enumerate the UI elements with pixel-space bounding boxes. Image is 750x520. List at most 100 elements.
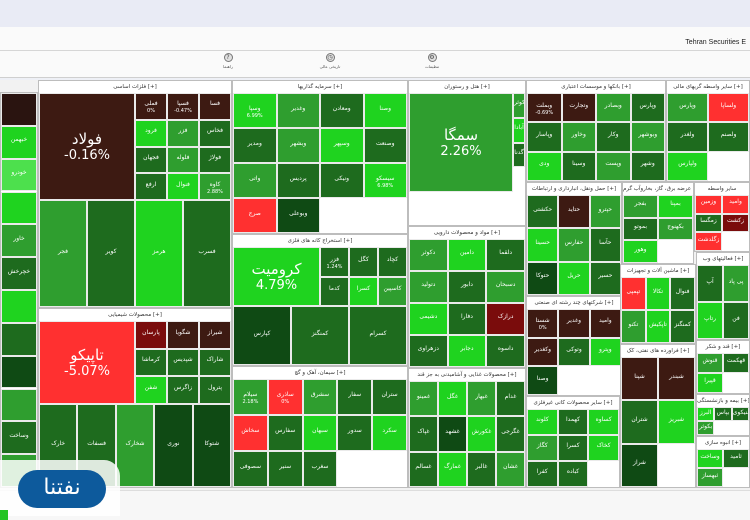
sector-title[interactable]: مواد و محصولات دارویی [+]: [409, 227, 525, 239]
stock-tile[interactable]: دابور: [447, 271, 487, 303]
stock-tile[interactable]: وکغدیر: [527, 337, 559, 367]
stock-tile[interactable]: بکوثر: [697, 421, 715, 435]
sector-title[interactable]: محصولات غذایی و آشامیدنی به جز قند [+]: [409, 369, 525, 381]
stock-tile[interactable]: خبهمن: [1, 125, 37, 159]
stock-tile[interactable]: ولپارس: [667, 151, 708, 181]
sector-title[interactable]: حمل ونقل، انبارداری و ارتباطات [+]: [527, 183, 621, 195]
stock-tile[interactable]: بنیکوی: [731, 407, 749, 421]
stock-tile[interactable]: غدام: [496, 381, 525, 417]
stock-tile[interactable]: غسالم: [409, 451, 438, 487]
stock-tile[interactable]: حآسا: [589, 228, 621, 262]
stock-tile[interactable]: غبهار: [467, 381, 496, 417]
sector-title[interactable]: فعالیتهای وب [+]: [697, 253, 749, 265]
stock-tile[interactable]: وخاور: [561, 122, 596, 152]
stock-tile[interactable]: رتاپ: [697, 302, 723, 339]
sector-title[interactable]: سایر واسطه گریهای مالی [+]: [667, 81, 749, 93]
stock-tile[interactable]: غگل: [438, 381, 467, 417]
stock-tile[interactable]: وپارس: [667, 93, 708, 123]
stock-tile[interactable]: وپست: [596, 151, 631, 181]
stock-tile[interactable]: کاسپین: [378, 276, 407, 306]
stock-tile[interactable]: حسیر: [589, 261, 621, 295]
stock-tile[interactable]: وبصادر: [596, 93, 631, 123]
stock-tile[interactable]: ولصنم: [708, 122, 749, 152]
stock-tile[interactable]: داسوه: [486, 335, 525, 367]
stock-tile[interactable]: سیسکو 6.98%: [363, 163, 407, 198]
stock-tile[interactable]: وبوشهر: [630, 122, 665, 152]
stock-tile[interactable]: ولساپا: [708, 93, 749, 123]
stock-tile[interactable]: ساذری 0%: [267, 379, 303, 415]
stock-tile[interactable]: وسینا: [561, 151, 596, 181]
stock-tile[interactable]: قنوش: [697, 353, 723, 373]
stock-tile[interactable]: دشیمی: [409, 303, 448, 335]
stock-tile[interactable]: حکشتی: [527, 195, 559, 229]
sector-title[interactable]: سرمایه گذاریها [+]: [233, 81, 407, 93]
stock-tile[interactable]: قهکمت: [723, 353, 749, 373]
stock-tile[interactable]: خاور: [1, 224, 37, 258]
stock-tile[interactable]: بپاس: [714, 407, 732, 421]
stock-tile[interactable]: حتاید: [558, 195, 590, 229]
stock-tile[interactable]: سفارس: [267, 415, 303, 451]
stock-tile[interactable]: نوری: [154, 404, 193, 487]
sector-box[interactable]: بانکها و موسسات اعتباری [+] وبملت -0.69% وت…: [526, 80, 666, 182]
stock-tile[interactable]: حتوکا: [527, 261, 559, 295]
stock-tile[interactable]: کسرا: [349, 276, 378, 306]
stock-tile[interactable]: وصنا: [363, 93, 407, 128]
stock-tile[interactable]: سنیر: [267, 451, 303, 487]
stock-tile[interactable]: شخارک: [115, 404, 155, 487]
stock-tile[interactable]: [1, 322, 37, 356]
stock-tile[interactable]: دسبحان: [486, 271, 525, 303]
stock-tile[interactable]: غپاک: [409, 416, 438, 452]
stock-tile[interactable]: شبندر: [658, 357, 695, 401]
stock-tile[interactable]: تکنو: [621, 310, 646, 343]
stock-tile[interactable]: شبریز: [658, 400, 695, 444]
stock-tile[interactable]: خودرو: [1, 158, 37, 192]
stock-tile[interactable]: وبوعلی: [276, 198, 320, 233]
stock-tile[interactable]: دکوثر: [409, 239, 448, 271]
stock-tile[interactable]: کلوند: [527, 409, 558, 435]
stock-tile[interactable]: کمنگنز: [291, 306, 349, 365]
sector-box[interactable]: قند و شکر [+] قنوش قهکمت قپیرا: [696, 340, 750, 394]
stock-tile[interactable]: ثامید: [723, 449, 749, 468]
stock-tile[interactable]: فن: [723, 302, 749, 339]
sector-box[interactable]: خبهمن خودرو خاور خچرخش وساخت: [0, 92, 38, 488]
stock-tile[interactable]: واتی: [233, 163, 277, 198]
stock-tile[interactable]: وصنعت: [363, 128, 407, 163]
stock-tile[interactable]: شیراز: [199, 321, 231, 349]
sector-title[interactable]: سایر واسطه: [695, 183, 749, 195]
stock-tile[interactable]: زاگرس: [167, 376, 199, 404]
stock-tile[interactable]: وغدیر: [558, 309, 590, 338]
stock-tile[interactable]: بموتو: [623, 217, 658, 241]
history-button[interactable]: ◷ تاریخی عالی: [316, 53, 344, 75]
help-button[interactable]: ? راهنما: [214, 53, 242, 75]
sector-title[interactable]: سیمان، آهک و گچ [+]: [233, 367, 407, 379]
stock-tile[interactable]: کویر: [87, 200, 135, 307]
stock-tile[interactable]: شاراک: [199, 348, 231, 377]
stock-tile[interactable]: ومدیر: [233, 128, 277, 163]
sector-box[interactable]: استخراج کانه های فلزی [+] کرومیت 4.79% فزر 1…: [232, 234, 408, 366]
stock-tile[interactable]: سکرد: [372, 415, 407, 451]
stock-tile[interactable]: فجر: [39, 200, 87, 307]
stock-tile[interactable]: غشان: [496, 451, 525, 487]
stock-tile[interactable]: تاپیکو -5.07%: [39, 321, 135, 404]
stock-tile[interactable]: فنوال: [670, 277, 695, 310]
stock-tile[interactable]: تاپکیش: [645, 310, 671, 343]
stock-tile[interactable]: شتران: [621, 400, 658, 444]
stock-tile[interactable]: کرومیت 4.79%: [233, 247, 320, 306]
sector-box[interactable]: سایر واسطه گریهای مالی [+] وپارس ولساپا ولغ…: [666, 80, 750, 182]
stock-tile[interactable]: فسا: [199, 93, 231, 120]
stock-tile[interactable]: سیلام 2.18%: [233, 379, 268, 415]
stock-tile[interactable]: وپترو: [589, 337, 621, 367]
sector-box[interactable]: محصولات شیمیایی [+] تاپیکو -5.07% پارسان شگو…: [38, 308, 232, 488]
sector-box[interactable]: حمل ونقل، انبارداری و ارتباطات [+] حکشتی ح…: [526, 182, 622, 296]
stock-tile[interactable]: وکار: [596, 122, 631, 152]
stock-tile[interactable]: فسپا -0.47%: [167, 93, 199, 120]
stock-tile[interactable]: تکالا: [645, 277, 671, 310]
stock-tile[interactable]: بکهنوج: [658, 217, 693, 241]
stock-tile[interactable]: صرج: [233, 198, 277, 233]
stock-tile[interactable]: فولاژ: [199, 146, 231, 174]
stock-tile[interactable]: فزر: [167, 119, 199, 147]
stock-tile[interactable]: ستران: [372, 379, 407, 415]
sector-box[interactable]: سایر واسطه وزمین وامید زمگسا زکشت زگلدشت: [694, 182, 750, 252]
stock-tile[interactable]: دجابر: [447, 335, 487, 367]
stock-tile[interactable]: وامید: [589, 309, 621, 338]
